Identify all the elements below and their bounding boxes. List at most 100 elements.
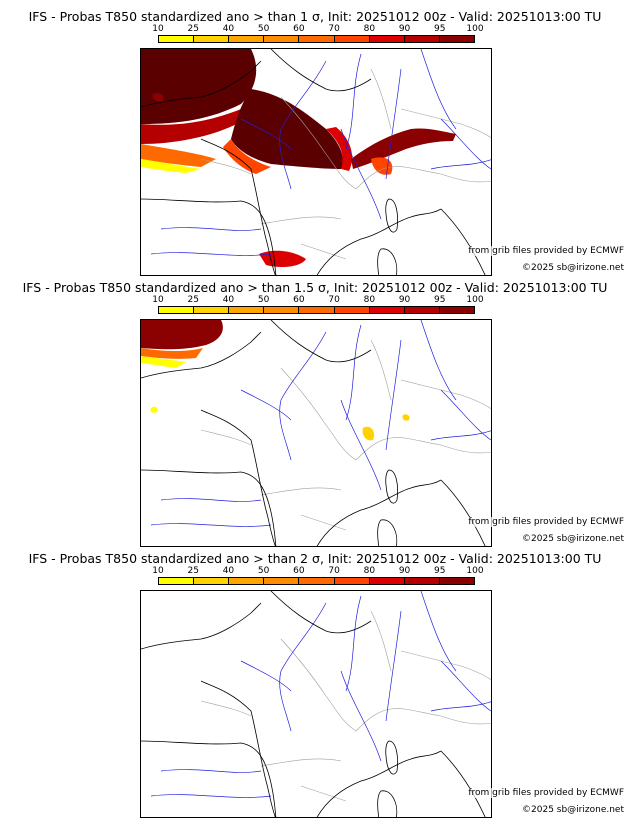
admin-border bbox=[370, 610, 392, 672]
map-panel-2sigma: IFS - Probas T850 standardized ano > tha… bbox=[0, 542, 630, 818]
colorbar-label: 25 bbox=[187, 24, 199, 34]
colorbar-label: 80 bbox=[363, 24, 376, 34]
probability-area bbox=[326, 127, 353, 171]
river bbox=[240, 118, 292, 150]
coastline bbox=[141, 602, 262, 650]
colorbar-label: 10 bbox=[152, 566, 164, 576]
colorbar-label: 80 bbox=[363, 566, 376, 576]
colorbar-swatch bbox=[334, 578, 370, 584]
coastline bbox=[270, 320, 372, 363]
coastline bbox=[270, 591, 372, 634]
map-canvas bbox=[141, 591, 491, 817]
admin-border bbox=[440, 444, 491, 454]
copyright-credit: ©2025 sb@irizone.net bbox=[521, 805, 625, 815]
admin-border bbox=[200, 158, 252, 175]
probability-area-high bbox=[141, 49, 257, 124]
probability-area bbox=[141, 144, 216, 167]
coastline bbox=[440, 479, 486, 546]
admin-border bbox=[200, 700, 252, 717]
admin-border bbox=[300, 514, 347, 531]
coastline bbox=[385, 198, 398, 233]
colorbar-label: 90 bbox=[398, 295, 411, 305]
colorbar-label: 10 bbox=[152, 295, 164, 305]
colorbar-swatch bbox=[439, 307, 474, 313]
coastline bbox=[316, 750, 442, 817]
probability-area bbox=[259, 250, 306, 267]
colorbar bbox=[158, 306, 475, 314]
colorbar-swatch bbox=[194, 36, 230, 42]
coastline bbox=[200, 409, 276, 546]
river bbox=[420, 591, 457, 672]
colorbar-labels: 10 25 40 50 60 70 80 90 95 100 bbox=[152, 24, 483, 35]
probability-area-high bbox=[351, 128, 456, 169]
river bbox=[340, 399, 382, 491]
colorbar-label: 90 bbox=[398, 566, 411, 576]
admin-border bbox=[300, 785, 347, 802]
colorbar-swatch bbox=[404, 578, 440, 584]
probability-area bbox=[371, 157, 393, 175]
river bbox=[430, 701, 491, 712]
admin-border bbox=[260, 758, 342, 767]
copyright-credit: ©2025 sb@irizone.net bbox=[521, 534, 625, 544]
admin-border bbox=[355, 166, 442, 190]
colorbar-label: 95 bbox=[434, 566, 446, 576]
admin-border bbox=[260, 487, 342, 496]
probability-map bbox=[140, 590, 492, 818]
coastline bbox=[316, 479, 442, 546]
colorbar-swatch bbox=[159, 307, 195, 313]
coastline bbox=[141, 469, 277, 546]
coastline bbox=[377, 248, 398, 275]
river bbox=[340, 670, 382, 762]
colorbar-label: 25 bbox=[187, 295, 199, 305]
source-credit: from grib files provided by ECMWF bbox=[467, 246, 625, 256]
colorbar-labels: 10 25 40 50 60 70 80 90 95 100 bbox=[152, 566, 483, 577]
source-credit: from grib files provided by ECMWF bbox=[467, 788, 625, 798]
river bbox=[279, 331, 327, 461]
river bbox=[420, 49, 457, 130]
river bbox=[240, 389, 292, 421]
colorbar-label: 70 bbox=[328, 295, 340, 305]
probability-area-low bbox=[141, 356, 186, 368]
colorbar-swatch bbox=[229, 307, 265, 313]
colorbar-label: 80 bbox=[363, 295, 376, 305]
river bbox=[385, 339, 402, 451]
coastline bbox=[200, 680, 276, 817]
river bbox=[240, 660, 292, 692]
source-credit: from grib files provided by ECMWF bbox=[467, 517, 625, 527]
colorbar-label: 60 bbox=[293, 295, 305, 305]
probability-area bbox=[362, 426, 375, 441]
admin-border bbox=[400, 379, 491, 410]
map-canvas bbox=[141, 49, 491, 275]
river bbox=[150, 523, 272, 527]
colorbar-swatch bbox=[299, 36, 335, 42]
probability-area-low bbox=[402, 414, 410, 421]
admin-border bbox=[300, 243, 347, 260]
colorbar-label: 40 bbox=[222, 295, 235, 305]
admin-border bbox=[440, 715, 491, 725]
colorbar-swatch bbox=[264, 578, 300, 584]
colorbar-label: 25 bbox=[187, 566, 199, 576]
admin-border bbox=[370, 339, 392, 401]
colorbar-swatch bbox=[369, 307, 405, 313]
probability-area bbox=[152, 92, 164, 102]
colorbar-swatch bbox=[264, 36, 300, 42]
colorbar-label: 100 bbox=[466, 24, 484, 34]
admin-border bbox=[260, 216, 342, 225]
river bbox=[345, 53, 362, 150]
colorbar-label: 60 bbox=[293, 24, 305, 34]
river bbox=[160, 227, 262, 231]
admin-border bbox=[200, 429, 252, 446]
river bbox=[440, 389, 491, 441]
admin-border bbox=[370, 68, 392, 130]
colorbar bbox=[158, 577, 475, 585]
colorbar-label: 90 bbox=[398, 24, 411, 34]
river bbox=[385, 610, 402, 722]
map-panel-1sigma: IFS - Probas T850 standardized ano > tha… bbox=[0, 0, 630, 276]
colorbar-label: 70 bbox=[328, 566, 340, 576]
probability-area bbox=[141, 348, 203, 359]
river bbox=[440, 660, 491, 712]
probability-area bbox=[223, 139, 271, 174]
colorbar-label: 60 bbox=[293, 566, 305, 576]
coastline bbox=[385, 740, 398, 775]
river bbox=[440, 118, 491, 170]
